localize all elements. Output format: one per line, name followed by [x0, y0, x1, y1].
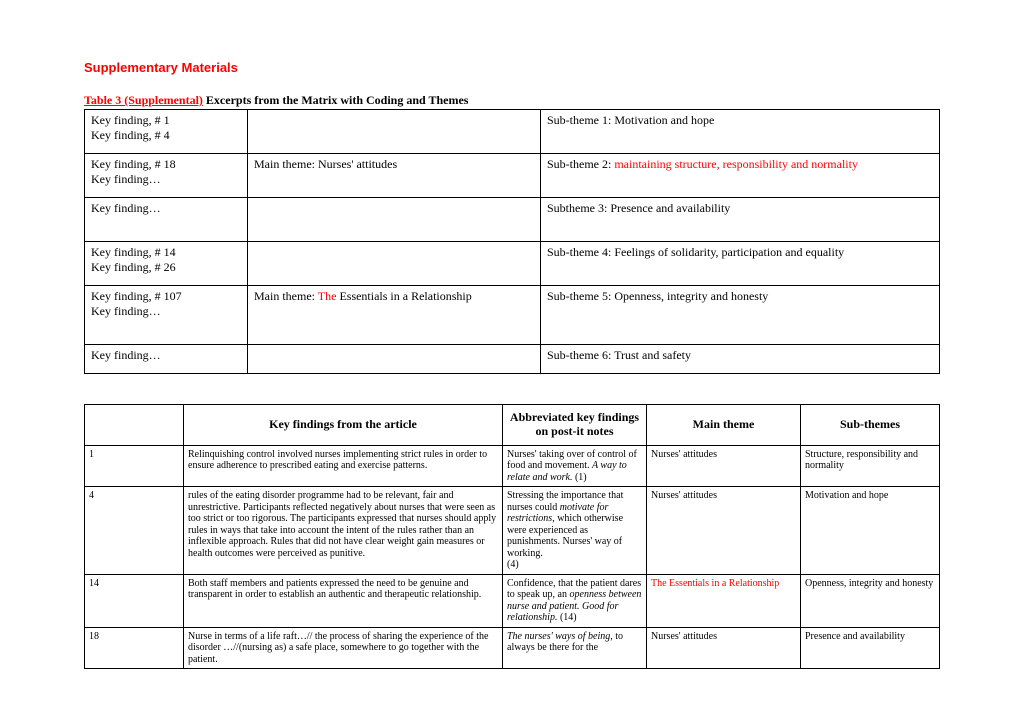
cell: Sub-theme 5: Openness, integrity and hon…	[541, 286, 940, 345]
text: Essentials in a Relationship	[336, 289, 471, 303]
cell	[248, 198, 541, 242]
col-header: Main theme	[647, 405, 801, 446]
text: Key finding, # 18	[91, 157, 176, 171]
cell: Key finding, # 107 Key finding…	[85, 286, 248, 345]
text: Key finding, # 1	[91, 113, 170, 127]
cell	[248, 242, 541, 286]
text: Main theme:	[254, 289, 318, 303]
col-header	[85, 405, 184, 446]
text-italic: The nurses' ways of being,	[507, 631, 613, 642]
text: Key finding, # 4	[91, 128, 170, 142]
cell: Both staff members and patients expresse…	[184, 574, 503, 627]
cell: The Essentials in a Relationship	[647, 574, 801, 627]
table-row: 18 Nurse in terms of a life raft…// the …	[85, 627, 940, 669]
cell: Key finding…	[85, 198, 248, 242]
text: Key finding, # 14	[91, 245, 176, 259]
cell: 14	[85, 574, 184, 627]
cell: Stressing the importance that nurses cou…	[503, 487, 647, 575]
cell: Subtheme 3: Presence and availability	[541, 198, 940, 242]
table-row: Key finding… Sub-theme 6: Trust and safe…	[85, 345, 940, 374]
text-red: The	[318, 289, 337, 303]
cell: Key finding, # 18 Key finding…	[85, 154, 248, 198]
table-row: Key finding, # 1 Key finding, # 4 Sub-th…	[85, 110, 940, 154]
caption-black: Excerpts from the Matrix with Coding and…	[203, 93, 469, 107]
cell: Nurses' taking over of control of food a…	[503, 445, 647, 487]
cell: Sub-theme 6: Trust and safety	[541, 345, 940, 374]
table-row: 14 Both staff members and patients expre…	[85, 574, 940, 627]
caption-red: Table 3 (Supplemental)	[84, 93, 203, 107]
findings-table: Key findings from the article Abbreviate…	[84, 404, 940, 669]
cell: 18	[85, 627, 184, 669]
table-row: Key finding, # 107 Key finding… Main the…	[85, 286, 940, 345]
cell: Main theme: The Essentials in a Relation…	[248, 286, 541, 345]
cell: Motivation and hope	[801, 487, 940, 575]
text-red: The Essentials in a Relationship	[651, 578, 779, 589]
text: (1)	[572, 472, 586, 483]
col-header: Key findings from the article	[184, 405, 503, 446]
cell	[248, 110, 541, 154]
text: (14)	[557, 612, 576, 623]
page-title: Supplementary Materials	[84, 60, 940, 75]
cell: Sub-theme 2: maintaining structure, resp…	[541, 154, 940, 198]
table-row: Key finding, # 18 Key finding… Main them…	[85, 154, 940, 198]
table-row: Key finding… Subtheme 3: Presence and av…	[85, 198, 940, 242]
cell: Relinquishing control involved nurses im…	[184, 445, 503, 487]
cell: Nurses' attitudes	[647, 627, 801, 669]
cell: rules of the eating disorder programme h…	[184, 487, 503, 575]
cell: Nurses' attitudes	[647, 445, 801, 487]
cell: Sub-theme 4: Feelings of solidarity, par…	[541, 242, 940, 286]
cell: Sub-theme 1: Motivation and hope	[541, 110, 940, 154]
cell: Presence and availability	[801, 627, 940, 669]
cell: 1	[85, 445, 184, 487]
text: Key finding…	[91, 172, 161, 186]
text: Key finding…	[91, 304, 161, 318]
cell: Openness, integrity and honesty	[801, 574, 940, 627]
text: Key finding, # 26	[91, 260, 176, 274]
text-red: maintaining structure, responsibility an…	[614, 157, 858, 171]
cell: Key finding, # 1 Key finding, # 4	[85, 110, 248, 154]
col-header: Sub-themes	[801, 405, 940, 446]
table-caption: Table 3 (Supplemental) Excerpts from the…	[84, 93, 940, 108]
cell: 4	[85, 487, 184, 575]
cell: Structure, responsibility and normality	[801, 445, 940, 487]
cell: Nurse in terms of a life raft…// the pro…	[184, 627, 503, 669]
table-row: 1 Relinquishing control involved nurses …	[85, 445, 940, 487]
cell: Key finding…	[85, 345, 248, 374]
matrix-table: Key finding, # 1 Key finding, # 4 Sub-th…	[84, 109, 940, 374]
text: Key finding…	[91, 201, 161, 215]
text: (4)	[507, 559, 519, 570]
table-row: Key finding, # 14 Key finding, # 26 Sub-…	[85, 242, 940, 286]
cell: Confidence, that the patient dares to sp…	[503, 574, 647, 627]
cell: Key finding, # 14 Key finding, # 26	[85, 242, 248, 286]
cell: The nurses' ways of being, to always be …	[503, 627, 647, 669]
cell: Main theme: Nurses' attitudes	[248, 154, 541, 198]
col-header: Abbreviated key findings on post-it note…	[503, 405, 647, 446]
table-header-row: Key findings from the article Abbreviate…	[85, 405, 940, 446]
cell	[248, 345, 541, 374]
table-row: 4 rules of the eating disorder programme…	[85, 487, 940, 575]
text: Sub-theme 2:	[547, 157, 614, 171]
text: Key finding, # 107	[91, 289, 182, 303]
cell: Nurses' attitudes	[647, 487, 801, 575]
